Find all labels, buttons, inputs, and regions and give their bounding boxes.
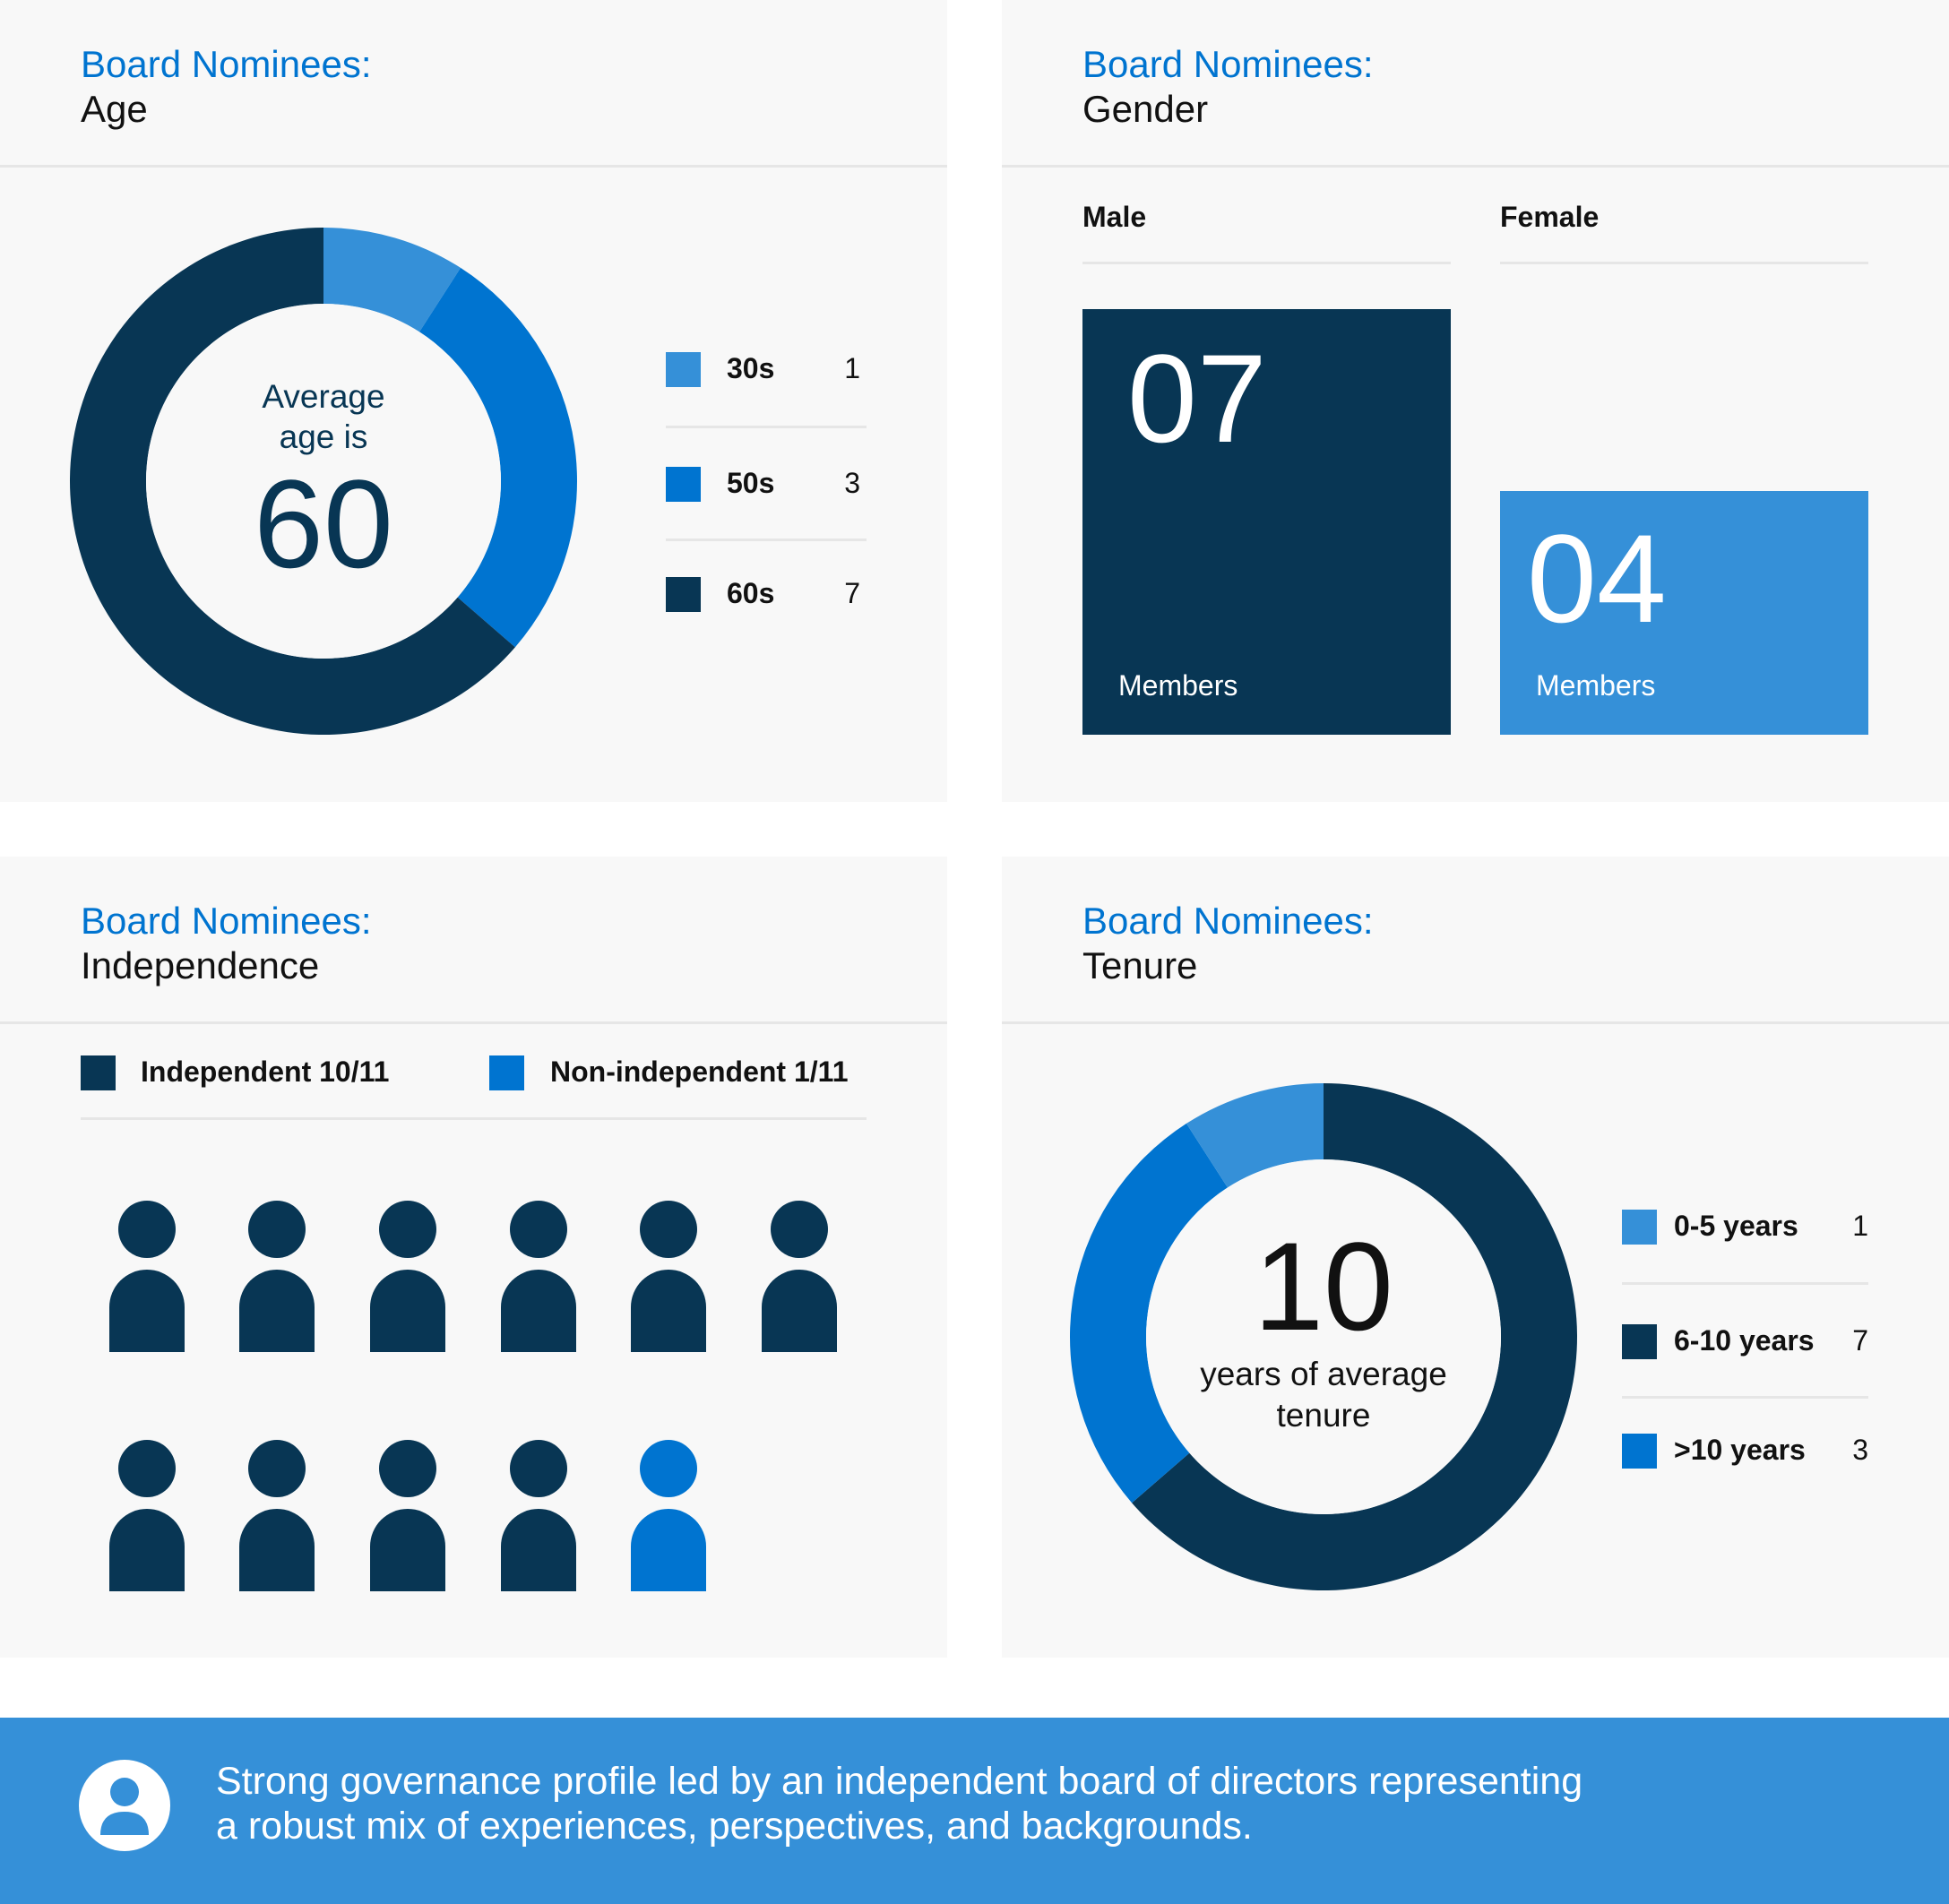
divider (0, 165, 947, 168)
legend-value: 7 (844, 577, 860, 609)
legend-value: 7 (1852, 1324, 1868, 1357)
donut-segment--10-years (1070, 1123, 1228, 1503)
legend-value: 1 (1852, 1210, 1868, 1242)
panel-title: Board Nominees: (1082, 43, 1374, 85)
female-bar: 04 Members (1500, 491, 1868, 735)
donut-segment-60s (69, 228, 515, 735)
donut-hole (146, 304, 501, 659)
legend-label: 6-10 years (1674, 1324, 1815, 1357)
divider (666, 426, 867, 428)
age-donut-chart (69, 228, 577, 735)
legend-value: 3 (844, 467, 860, 499)
legend-swatch (666, 577, 701, 612)
divider (1002, 1021, 1949, 1024)
legend-label-independent: Independent 10/11 (141, 1055, 390, 1088)
legend-value: 1 (844, 352, 860, 384)
panel-title: Board Nominees: (1082, 900, 1374, 942)
donut-center-label: Average (262, 378, 385, 415)
panel-subtitle: Independence (81, 944, 320, 986)
tenure-donut-chart (1070, 1083, 1577, 1590)
male-label: Male (1082, 201, 1147, 233)
legend-label: >10 years (1674, 1434, 1806, 1466)
panel-subtitle: Age (81, 88, 148, 130)
donut-center-label: tenure (1276, 1397, 1371, 1434)
panel-subtitle: Gender (1082, 88, 1209, 130)
legend-swatch (666, 352, 701, 387)
legend-swatch (1622, 1210, 1657, 1245)
donut-center-label: years of average (1200, 1356, 1447, 1392)
donut-segment-6-10-years (1132, 1083, 1577, 1590)
legend-label: 60s (727, 577, 775, 609)
divider (1500, 262, 1868, 264)
divider (81, 1117, 867, 1120)
legend-swatch (1622, 1324, 1657, 1359)
female-count: 04 (1527, 508, 1667, 649)
donut-segment-0-5-years (1186, 1083, 1324, 1188)
divider (0, 1021, 947, 1024)
panel-subtitle: Tenure (1082, 944, 1198, 986)
tenure-panel: Board Nominees: Tenure 10 years of avera… (1002, 857, 1949, 1658)
male-bar: 07 Members (1082, 309, 1451, 735)
legend-label-non-independent: Non-independent 1/11 (550, 1055, 849, 1088)
male-count: 07 (1127, 328, 1267, 469)
divider (1622, 1396, 1868, 1399)
legend-value: 3 (1852, 1434, 1868, 1466)
divider (1082, 262, 1451, 264)
panel-title: Board Nominees: (81, 43, 372, 85)
user-circle-icon (79, 1760, 170, 1851)
male-unit: Members (1118, 669, 1238, 702)
average-tenure-value: 10 (1254, 1216, 1393, 1357)
legend-label: 30s (727, 352, 775, 384)
independence-panel: Board Nominees: Independence Independent… (0, 857, 947, 1658)
female-unit: Members (1536, 669, 1656, 702)
legend-swatch (666, 467, 701, 502)
panel-title: Board Nominees: (81, 900, 372, 942)
gender-panel: Board Nominees: Gender Male Female 07 Me… (1002, 0, 1949, 802)
divider (1622, 1282, 1868, 1285)
divider (1002, 165, 1949, 168)
donut-center-label: age is (279, 418, 368, 455)
legend-label: 50s (727, 467, 775, 499)
legend-label: 0-5 years (1674, 1210, 1798, 1242)
female-label: Female (1500, 201, 1600, 233)
summary-banner: Strong governance profile led by an inde… (0, 1718, 1949, 1904)
legend-swatch-independent (81, 1055, 116, 1090)
banner-text-line: a robust mix of experiences, perspective… (216, 1805, 1253, 1848)
average-age-value: 60 (254, 453, 393, 594)
donut-segment-50s (419, 267, 577, 648)
divider (666, 538, 867, 541)
age-panel: Board Nominees: Age Average age is 60 30… (0, 0, 947, 802)
donut-hole (1146, 1159, 1501, 1514)
legend-swatch (1622, 1434, 1657, 1469)
banner-text-line: Strong governance profile led by an inde… (216, 1760, 1583, 1803)
donut-segment-30s (323, 228, 461, 332)
legend-swatch-non-independent (489, 1055, 524, 1090)
